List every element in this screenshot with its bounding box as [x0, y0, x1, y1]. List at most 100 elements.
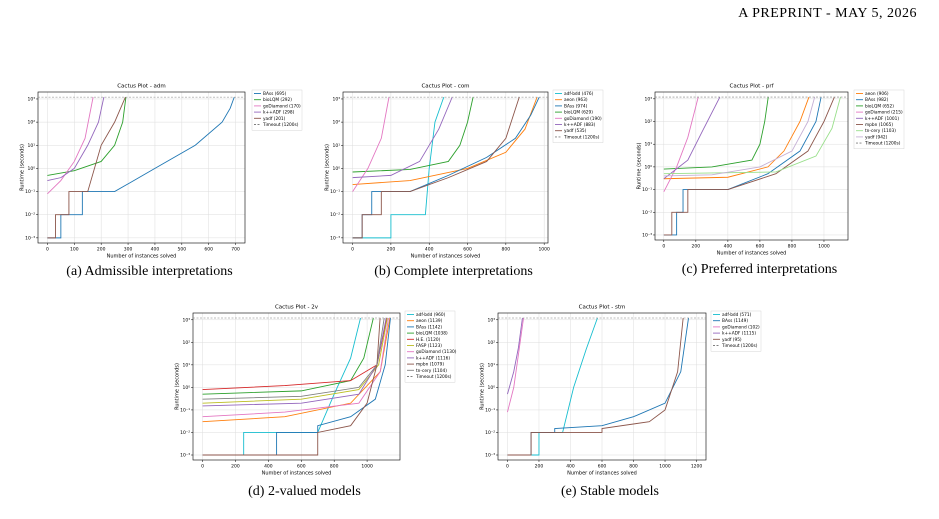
series-line: [663, 96, 721, 180]
y-tick-label: 10⁻¹: [180, 407, 190, 413]
series-line: [47, 96, 235, 239]
series-line: [47, 97, 94, 195]
y-tick-label: 10⁰: [644, 164, 652, 170]
series-line: [663, 96, 841, 175]
x-tick-label: 800: [330, 464, 339, 470]
legend-label: Timeout (1200s): [262, 122, 299, 128]
x-tick-label: 1000: [818, 244, 830, 250]
chart-title: Cactus Plot - 2v: [275, 305, 319, 311]
x-tick-label: 0: [662, 244, 665, 250]
x-tick-label: 200: [387, 247, 396, 253]
plot-frame: [654, 91, 849, 241]
y-tick-label: 10²: [487, 340, 495, 346]
series-line: [507, 317, 524, 413]
legend-label: aeon (963): [564, 97, 588, 103]
legend-box: [251, 89, 303, 131]
series-line: [202, 317, 381, 456]
series-line: [352, 96, 453, 179]
series-line: [202, 317, 391, 423]
y-tick-label: 10⁻³: [25, 235, 35, 241]
x-tick-label: 500: [178, 247, 187, 253]
x-tick-label: 800: [788, 244, 797, 250]
x-tick-label: 200: [535, 464, 544, 470]
series-line: [202, 317, 385, 400]
legend-label: bioLQM (652): [865, 103, 894, 109]
y-tick-label: 10⁰: [182, 385, 190, 391]
chart-title: Cactus Plot - prf: [729, 84, 774, 90]
series-line: [352, 97, 390, 192]
legend-label: adf-bdd (476): [564, 91, 594, 97]
y-tick-label: 10⁰: [487, 385, 495, 391]
page-header: A PREPRINT - MAY 5, 2026: [738, 6, 917, 21]
x-tick-label: 300: [124, 247, 133, 253]
y-axis-label: Runtime (seconds): [20, 144, 26, 191]
y-tick-label: 10⁻¹: [642, 187, 652, 193]
y-tick-label: 10⁻²: [330, 212, 340, 218]
series-line: [47, 97, 105, 181]
y-tick-label: 10¹: [644, 142, 652, 148]
chart-title: Cactus Plot - com: [421, 84, 469, 90]
y-tick-label: 10⁻³: [642, 232, 652, 238]
x-axis-label: Number of instances solved: [107, 254, 177, 260]
series-line: [47, 96, 126, 239]
x-tick-label: 600: [463, 247, 472, 253]
legend-label: FASP (1123): [416, 343, 442, 349]
y-tick-label: 10⁻¹: [25, 189, 35, 195]
legend-label: yadf (535): [564, 128, 587, 134]
legend-box: [710, 310, 762, 352]
y-tick-label: 10³: [644, 96, 652, 102]
y-tick-label: 10⁻²: [642, 210, 652, 216]
x-tick-label: 200: [692, 244, 701, 250]
x-axis-label: Number of instances solved: [717, 251, 787, 257]
plot-frame: [37, 91, 246, 244]
y-tick-label: 10⁻¹: [485, 407, 495, 413]
legend-label: yadf (942): [865, 134, 888, 140]
y-tick-label: 10¹: [182, 362, 190, 368]
series-line: [202, 317, 388, 391]
legend-label: bioLQM (292): [263, 97, 292, 103]
legend-label: BAss (1142): [416, 324, 442, 330]
legend-label: mpbn (1065): [865, 122, 893, 128]
legend-label: goDiamond (170): [263, 103, 301, 109]
legend-label: k++ADF (1116): [416, 355, 450, 361]
x-tick-label: 1000: [361, 464, 373, 470]
legend-label: k++ADF (1001): [865, 116, 899, 122]
series-line: [202, 317, 361, 456]
series-line: [47, 97, 127, 176]
legend-label: mpbn (1079): [416, 362, 444, 368]
chart-title: Cactus Plot - adm: [117, 84, 166, 90]
x-tick-label: 1200: [691, 464, 703, 470]
y-tick-label: 10³: [27, 96, 35, 102]
series-line: [663, 96, 699, 192]
x-tick-label: 400: [264, 464, 273, 470]
legend-label: goDiamond (102): [722, 324, 760, 330]
x-tick-label: 400: [566, 464, 575, 470]
series-line: [202, 317, 388, 404]
x-axis-label: Number of instances solved: [567, 471, 637, 477]
y-tick-label: 10⁻³: [180, 453, 190, 459]
y-axis-label: Runtime (seconds): [480, 363, 486, 410]
x-tick-label: 800: [629, 464, 638, 470]
x-axis-label: Number of instances solved: [411, 254, 481, 260]
series-line: [507, 317, 684, 456]
plot-frame: [342, 91, 549, 244]
y-tick-label: 10²: [644, 119, 652, 125]
series-line: [507, 317, 689, 456]
x-tick-label: 200: [231, 464, 240, 470]
series-line: [202, 317, 387, 407]
x-tick-label: 0: [46, 247, 49, 253]
y-axis-label: Runtime (seconds): [175, 363, 181, 410]
legend-label: BAss (974): [564, 103, 588, 109]
x-axis-label: Number of instances solved: [262, 471, 332, 477]
x-tick-label: 0: [351, 247, 354, 253]
legend-label: aeon (1139): [416, 318, 443, 324]
series-line: [352, 96, 520, 239]
series-line: [352, 96, 540, 239]
x-tick-label: 0: [506, 464, 509, 470]
series-line: [507, 317, 523, 395]
series-line: [663, 96, 835, 236]
x-tick-label: 0: [201, 464, 204, 470]
legend-label: tn-cery (1103): [865, 128, 896, 134]
